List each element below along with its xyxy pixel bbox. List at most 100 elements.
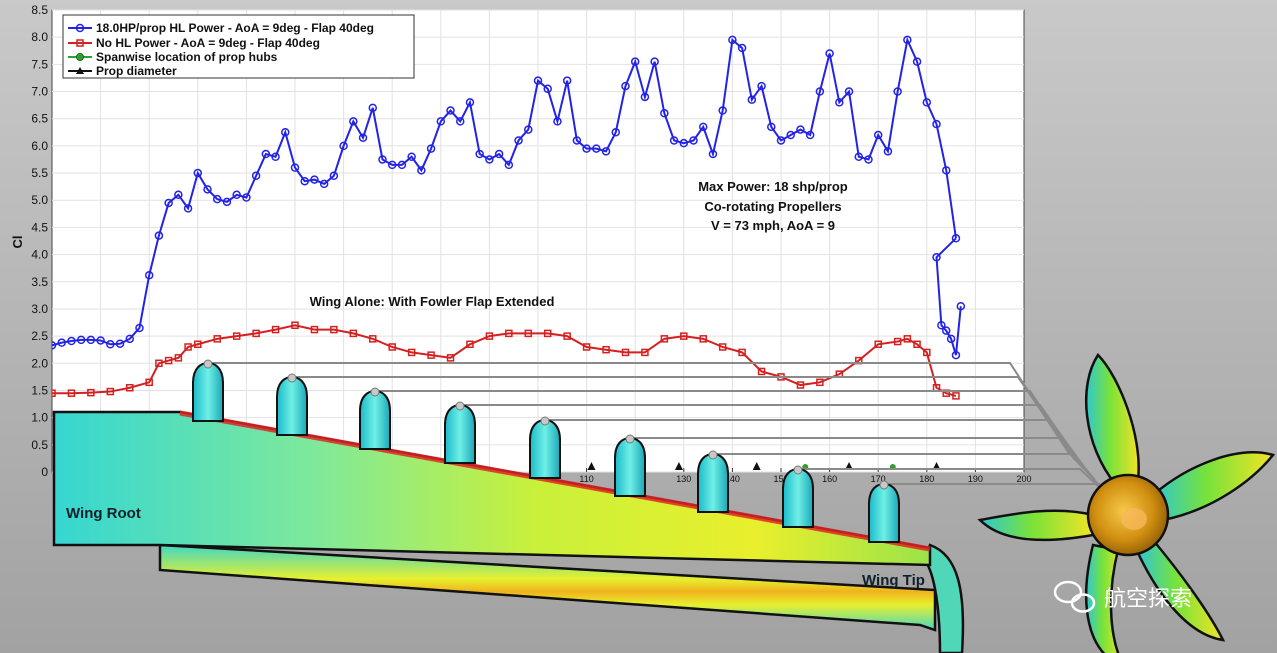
legend-label-4: Prop diameter [96, 64, 177, 78]
x-tick-label: 160 [822, 474, 837, 484]
legend-box [62, 14, 415, 79]
data-point [426, 144, 436, 153]
nacelle [614, 436, 646, 497]
data-point [242, 193, 251, 202]
data-point [630, 57, 640, 66]
data-point [427, 351, 435, 359]
data-point [951, 234, 961, 243]
data-point [212, 194, 222, 204]
legend-marker-2 [76, 39, 84, 47]
wing-surface [52, 410, 932, 567]
annotation-max-power: Max Power: 18 shp/prop [698, 179, 848, 194]
data-point [52, 341, 57, 350]
data-point [144, 270, 154, 280]
data-point [67, 336, 76, 346]
data-point [601, 147, 611, 156]
data-point [883, 147, 893, 156]
data-point [728, 35, 737, 45]
wechat-icon [1053, 580, 1096, 613]
data-point [164, 356, 173, 365]
data-point [397, 160, 407, 170]
data-point [737, 43, 747, 53]
data-point [465, 98, 475, 107]
data-point [485, 332, 494, 340]
nacelle-tip [879, 480, 889, 490]
data-point [689, 136, 698, 145]
data-point [126, 384, 134, 392]
data-point [903, 35, 912, 45]
data-point [641, 348, 649, 357]
data-point [708, 149, 718, 159]
nacelle-tip [708, 450, 718, 460]
data-point [815, 87, 825, 96]
data-point [951, 350, 961, 360]
data-point [937, 320, 946, 330]
y-tick-label: 2.0 [31, 356, 48, 370]
y-tick-label: 2.5 [31, 329, 48, 343]
data-point [330, 325, 338, 334]
data-point [455, 117, 465, 126]
prop-diameter-marker [587, 462, 596, 470]
data-point [621, 81, 630, 91]
data-point [494, 149, 504, 159]
data-point [154, 231, 164, 240]
data-point [67, 389, 76, 397]
data-point [572, 136, 582, 145]
annotation-conditions: V = 73 mph, AoA = 9 [711, 218, 835, 233]
data-point [650, 57, 659, 66]
data-point [805, 130, 815, 140]
series-layer [52, 35, 966, 400]
data-point [339, 141, 348, 151]
data-point [378, 155, 387, 164]
nacelle-tip [540, 416, 550, 426]
data-point [533, 76, 543, 85]
prop-diameter-marker [752, 462, 761, 470]
data-point [873, 130, 883, 140]
x-tick-label: 150 [773, 474, 788, 484]
fowler-flap [158, 543, 937, 632]
grid [52, 9, 1024, 473]
data-point [786, 130, 795, 140]
data-point [816, 378, 824, 387]
data-point [252, 329, 260, 338]
data-point [281, 128, 290, 137]
data-point [349, 117, 358, 126]
data-point [387, 160, 397, 170]
data-point [747, 95, 757, 104]
nacelle-tip [370, 387, 380, 397]
data-point [767, 122, 776, 132]
data-point [680, 332, 688, 340]
data-point [271, 325, 280, 334]
propeller-blades [977, 353, 1276, 653]
data-point [757, 81, 766, 91]
y-tick-label: 8.5 [31, 3, 48, 17]
legend: 18.0HP/prop HL Power - AoA = 9deg - Flap… [62, 14, 415, 79]
data-point [106, 387, 115, 396]
propeller-render [977, 353, 1276, 653]
data-point [776, 136, 786, 145]
data-point [582, 144, 591, 153]
data-point [893, 87, 902, 96]
data-point [466, 340, 474, 349]
data-point [543, 329, 552, 338]
y-axis-ticks: 0 0.5 1.0 1.5 2.0 2.5 3.0 3.5 4.0 4.5 5.0 5.5 6.0 6.5… [31, 3, 48, 479]
data-point [796, 125, 805, 134]
data-point [184, 343, 192, 351]
legend-label-3: Spanwise location of prop hubs [96, 50, 278, 64]
data-point [854, 152, 864, 162]
data-point [407, 152, 416, 162]
data-point [757, 367, 766, 376]
data-point [475, 149, 484, 159]
y-tick-label: 4.5 [31, 220, 48, 234]
annotation-wing-alone: Wing Alone: With Fowler Flap Extended [310, 294, 555, 309]
y-tick-label: 7.5 [31, 57, 48, 71]
legend-marker-4 [76, 67, 84, 74]
y-tick-label: 6.5 [31, 112, 48, 126]
data-point [358, 133, 368, 142]
data-point [913, 340, 921, 349]
nacelles [192, 359, 900, 543]
data-point [388, 343, 396, 351]
cfd-wing-overlay: Wing Root Wing Tip [52, 359, 965, 653]
x-tick-label: 140 [725, 474, 740, 484]
data-point [893, 337, 902, 346]
